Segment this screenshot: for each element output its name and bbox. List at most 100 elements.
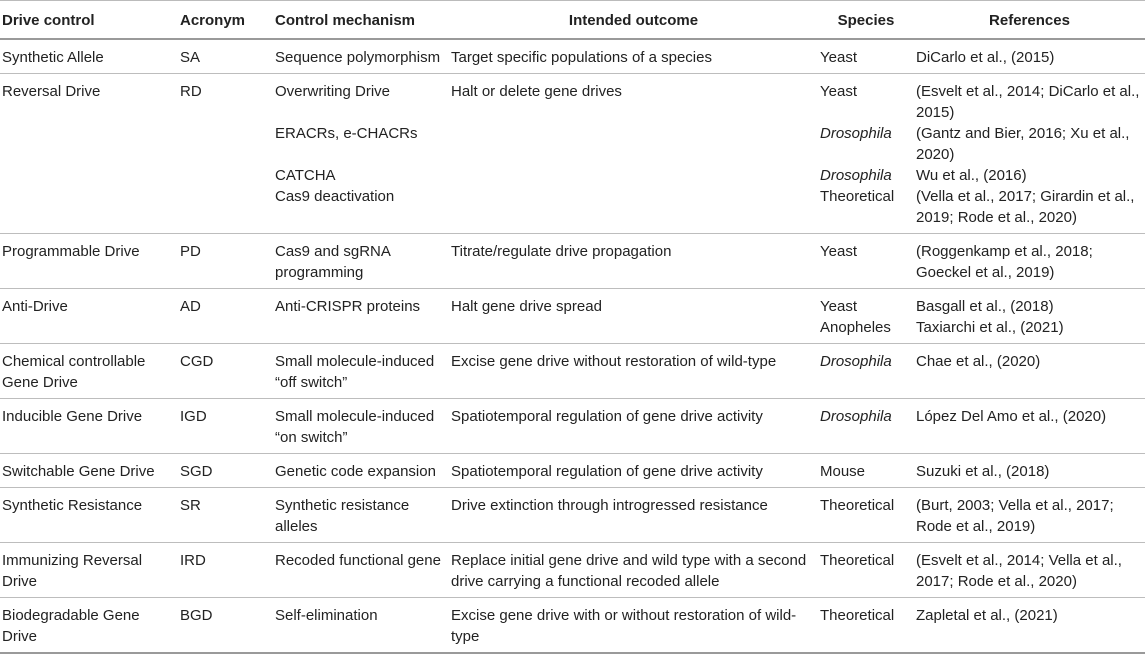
mechanism-item: Cas9 deactivation — [275, 188, 395, 205]
acronym: SA — [178, 39, 273, 74]
species: Theoretical — [818, 597, 914, 654]
mechanism-item: Overwriting Drive — [275, 83, 391, 100]
species: Theoretical — [818, 487, 914, 543]
header-drive-control: Drive control — [0, 0, 178, 40]
species-item: Yeast — [820, 243, 857, 260]
species: Yeast Anopheles — [818, 288, 914, 344]
table-row: Biodegradable Gene Drive BGD Self-elimin… — [0, 597, 1145, 654]
outcome: Spatiotemporal regulation of gene drive … — [449, 453, 818, 488]
drive-name: Inducible Gene Drive — [0, 398, 178, 454]
mechanism: Small molecule-induced “off switch” — [273, 343, 449, 399]
mechanism: Cas9 and sgRNA programming — [273, 233, 449, 289]
mechanism: Small molecule-induced “on switch” — [273, 398, 449, 454]
reference-item: DiCarlo et al., (2015) — [916, 49, 1055, 66]
acronym: IGD — [178, 398, 273, 454]
outcome: Excise gene drive with or without restor… — [449, 597, 818, 654]
drive-name: Anti-Drive — [0, 288, 178, 344]
references: DiCarlo et al., (2015) — [914, 39, 1145, 74]
reference-item: (Gantz and Bier, 2016; Xu et al., 2020) — [916, 125, 1130, 163]
mechanism: Self-elimination — [273, 597, 449, 654]
references: (Roggenkamp et al., 2018; Goeckel et al.… — [914, 233, 1145, 289]
table-row: Reversal Drive RD Overwriting Drive ERAC… — [0, 73, 1145, 234]
header-control-mechanism: Control mechanism — [273, 0, 449, 40]
header-intended-outcome: Intended outcome — [449, 0, 818, 40]
species-item: Theoretical — [820, 607, 895, 624]
acronym: SR — [178, 487, 273, 543]
mechanism: Overwriting Drive ERACRs, e-CHACRs CATCH… — [273, 73, 449, 234]
reference-item: (Roggenkamp et al., 2018; Goeckel et al.… — [916, 243, 1093, 281]
reference-item: López Del Amo et al., (2020) — [916, 408, 1107, 425]
header-row: Drive control Acronym Control mechanism … — [0, 0, 1145, 40]
references: Chae et al., (2020) — [914, 343, 1145, 399]
drive-name: Immunizing Reversal Drive — [0, 542, 178, 598]
mechanism-item: CATCHA — [275, 167, 336, 184]
species: Drosophila — [818, 398, 914, 454]
species-item: Yeast — [820, 49, 857, 66]
drive-name: Programmable Drive — [0, 233, 178, 289]
acronym: RD — [178, 73, 273, 234]
species: Mouse — [818, 453, 914, 488]
table-row: Chemical controllable Gene Drive CGD Sma… — [0, 343, 1145, 399]
species-item: Theoretical — [820, 552, 895, 569]
table-row: Anti-Drive AD Anti-CRISPR proteins Halt … — [0, 288, 1145, 344]
outcome: Drive extinction through introgressed re… — [449, 487, 818, 543]
acronym: AD — [178, 288, 273, 344]
references: (Esvelt et al., 2014; DiCarlo et al., 20… — [914, 73, 1145, 234]
reference-item: Suzuki et al., (2018) — [916, 463, 1050, 480]
header-species: Species — [818, 0, 914, 40]
acronym: PD — [178, 233, 273, 289]
species: Drosophila — [818, 343, 914, 399]
references: (Burt, 2003; Vella et al., 2017; Rode et… — [914, 487, 1145, 543]
drive-name: Chemical controllable Gene Drive — [0, 343, 178, 399]
table-row: Synthetic Resistance SR Synthetic resist… — [0, 487, 1145, 543]
mechanism: Genetic code expansion — [273, 453, 449, 488]
acronym: BGD — [178, 597, 273, 654]
species-item: Drosophila — [820, 408, 892, 425]
reference-item: (Vella et al., 2017; Girardin et al., 20… — [916, 188, 1135, 226]
acronym: IRD — [178, 542, 273, 598]
table-row: Immunizing Reversal Drive IRD Recoded fu… — [0, 542, 1145, 598]
species: Theoretical — [818, 542, 914, 598]
outcome: Halt gene drive spread — [449, 288, 818, 344]
mechanism: Anti-CRISPR proteins — [273, 288, 449, 344]
drive-name: Synthetic Resistance — [0, 487, 178, 543]
mechanism: Synthetic resistance alleles — [273, 487, 449, 543]
species-item: Yeast — [820, 298, 857, 315]
species: Yeast Drosophila Drosophila Theoretical — [818, 73, 914, 234]
drive-name: Biodegradable Gene Drive — [0, 597, 178, 654]
species: Yeast — [818, 39, 914, 74]
references: Zapletal et al., (2021) — [914, 597, 1145, 654]
mechanism-item: ERACRs, e-CHACRs — [275, 125, 418, 142]
reference-item: Taxiarchi et al., (2021) — [916, 319, 1064, 336]
outcome: Halt or delete gene drives — [449, 73, 818, 234]
references: Basgall et al., (2018) Taxiarchi et al.,… — [914, 288, 1145, 344]
species-item: Anopheles — [820, 319, 891, 336]
species-item: Mouse — [820, 463, 866, 480]
table-row: Inducible Gene Drive IGD Small molecule-… — [0, 398, 1145, 454]
species-item: Drosophila — [820, 353, 892, 370]
reference-item: (Esvelt et al., 2014; Vella et al., 2017… — [916, 552, 1122, 590]
reference-item: Wu et al., (2016) — [916, 167, 1027, 184]
mechanism: Recoded functional gene — [273, 542, 449, 598]
species-item: Theoretical — [820, 188, 895, 205]
outcome: Spatiotemporal regulation of gene drive … — [449, 398, 818, 454]
species: Yeast — [818, 233, 914, 289]
reference-item: Chae et al., (2020) — [916, 353, 1041, 370]
species-item: Drosophila — [820, 167, 892, 184]
outcome: Replace initial gene drive and wild type… — [449, 542, 818, 598]
species-item: Theoretical — [820, 497, 895, 514]
table-row: Synthetic Allele SA Sequence polymorphis… — [0, 39, 1145, 74]
drive-name: Synthetic Allele — [0, 39, 178, 74]
table-row: Programmable Drive PD Cas9 and sgRNA pro… — [0, 233, 1145, 289]
reference-item: (Burt, 2003; Vella et al., 2017; Rode et… — [916, 497, 1114, 535]
reference-item: Zapletal et al., (2021) — [916, 607, 1058, 624]
mechanism: Sequence polymorphism — [273, 39, 449, 74]
acronym: CGD — [178, 343, 273, 399]
outcome: Titrate/regulate drive propagation — [449, 233, 818, 289]
header-references: References — [914, 0, 1145, 40]
references: (Esvelt et al., 2014; Vella et al., 2017… — [914, 542, 1145, 598]
outcome: Target specific populations of a species — [449, 39, 818, 74]
table-row: Switchable Gene Drive SGD Genetic code e… — [0, 453, 1145, 488]
reference-item: Basgall et al., (2018) — [916, 298, 1054, 315]
